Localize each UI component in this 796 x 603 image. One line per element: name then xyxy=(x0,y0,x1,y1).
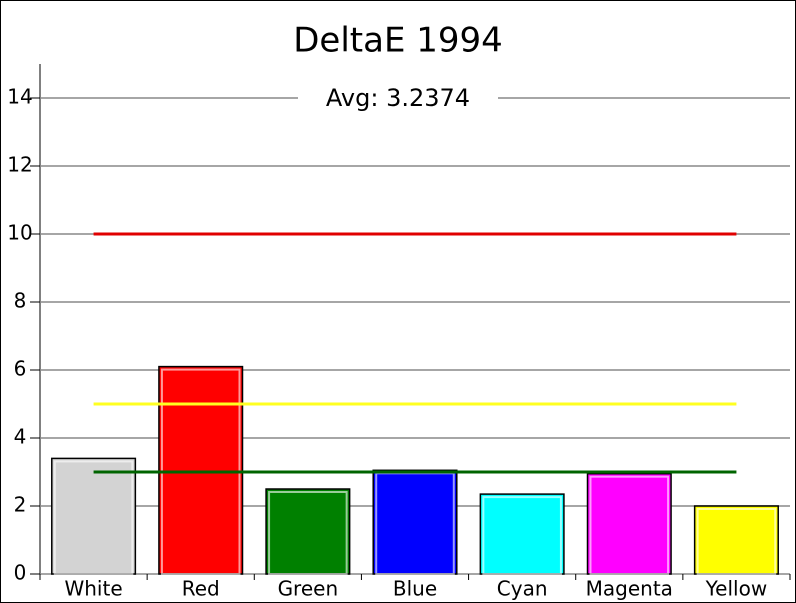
y-tick-label: 12 xyxy=(7,153,32,177)
bar xyxy=(372,469,458,575)
y-tick-label: 10 xyxy=(7,221,32,245)
bar xyxy=(51,457,137,575)
bar xyxy=(586,472,672,575)
x-tick-label: White xyxy=(64,577,122,601)
y-tick-label: 2 xyxy=(14,493,27,517)
bar-highlight xyxy=(696,508,777,575)
x-tick-label: Yellow xyxy=(705,577,768,601)
bar xyxy=(158,365,244,575)
annotation-bg xyxy=(298,84,498,114)
x-tick-label: Magenta xyxy=(586,577,673,601)
annotation: Avg: 3.2374 xyxy=(326,84,470,112)
bar xyxy=(693,505,779,575)
bar xyxy=(479,493,565,575)
x-tick-label: Red xyxy=(182,577,220,601)
bar-highlight xyxy=(268,491,348,575)
y-tick-label: 14 xyxy=(7,85,32,109)
y-tick-label: 4 xyxy=(14,425,27,449)
bar-highlight xyxy=(589,475,670,576)
bar-highlight xyxy=(53,460,134,575)
y-tick-label: 8 xyxy=(14,289,27,313)
y-tick-label: 0 xyxy=(14,561,27,585)
x-tick-label: Blue xyxy=(393,577,437,601)
y-tick-label: 6 xyxy=(14,357,27,381)
bar xyxy=(265,488,351,575)
chart-title: DeltaE 1994 xyxy=(293,21,503,61)
x-tick-label: Cyan xyxy=(497,577,548,601)
bar-highlight xyxy=(482,496,562,576)
x-tick-label: Green xyxy=(278,577,339,601)
